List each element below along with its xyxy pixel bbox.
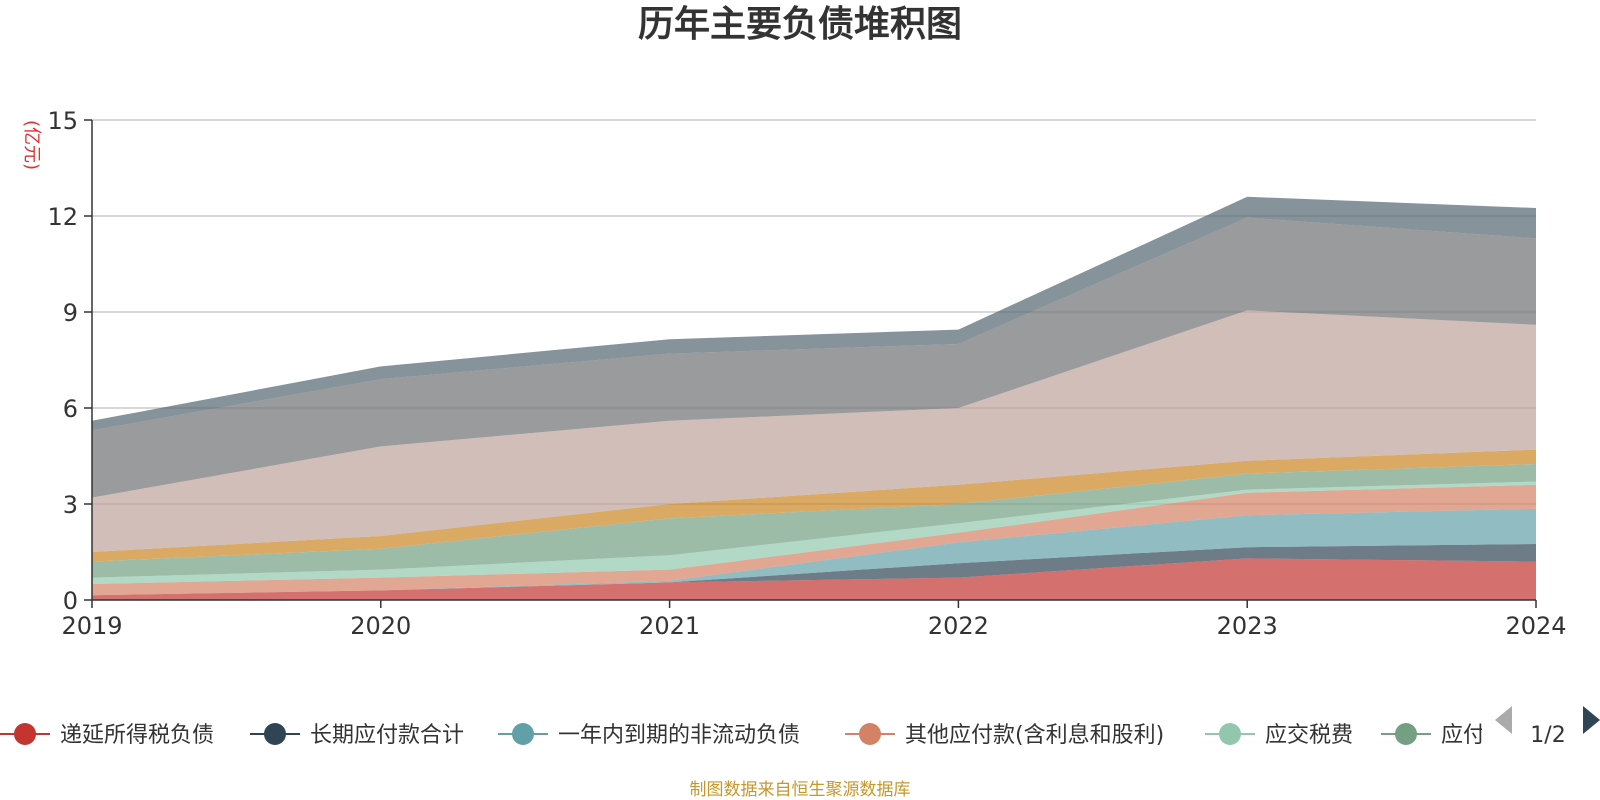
legend-marker-icon (859, 723, 881, 745)
legend-items: 递延所得税负债 长期应付款合计 一年内到期的非流动负债 其他应付款(含利息和股利) 应交… (0, 723, 1485, 748)
triangle-right-icon[interactable] (1583, 706, 1600, 734)
legend-marker-icon (1219, 723, 1241, 745)
area-series-1[interactable] (92, 544, 1536, 596)
area-series-2[interactable] (92, 508, 1536, 596)
legend-item[interactable]: 应交税费 (1205, 723, 1353, 748)
area-series-5[interactable] (92, 464, 1536, 578)
legend-marker-icon (264, 723, 286, 745)
legend-label: 应交税费 (1265, 723, 1353, 748)
area-series-0[interactable] (92, 558, 1536, 600)
area-series-3[interactable] (92, 484, 1536, 596)
x-tick-label: 2019 (61, 612, 122, 640)
x-tick-label: 2020 (350, 612, 411, 640)
area-series-7[interactable] (92, 310, 1536, 552)
legend: 递延所得税负债 长期应付款合计 一年内到期的非流动负债 其他应付款(含利息和股利) 应交… (0, 723, 1485, 748)
legend-item[interactable]: 递延所得税负债 (0, 723, 214, 748)
y-tick-label: 6 (63, 395, 78, 423)
legend-item[interactable]: 长期应付款合计 (250, 723, 464, 748)
legend-page-indicator: 1/2 (1530, 723, 1565, 748)
legend-label: 其他应付款(含利息和股利) (905, 723, 1164, 748)
area-series-8[interactable] (92, 217, 1536, 498)
y-tick-label: 3 (63, 491, 78, 519)
x-tick-label: 2023 (1217, 612, 1278, 640)
y-tick-label: 9 (63, 299, 78, 327)
axes: 0 3 6 9 12 15 2019 2020 2021 2022 2023 2024 (47, 107, 1566, 640)
legend-pager: 1/2 (1495, 706, 1600, 748)
area-series-9[interactable] (92, 196, 1536, 431)
legend-item[interactable]: 一年内到期的非流动负债 (498, 723, 800, 748)
legend-item[interactable]: 其他应付款(含利息和股利) (845, 723, 1164, 748)
legend-label: 递延所得税负债 (60, 723, 214, 748)
x-tick-label: 2022 (928, 612, 989, 640)
legend-marker-icon (1395, 723, 1417, 745)
y-tick-label: 0 (63, 587, 78, 615)
legend-marker-icon (512, 723, 534, 745)
legend-label: 一年内到期的非流动负债 (558, 723, 800, 748)
area-series-4[interactable] (92, 481, 1536, 584)
legend-marker-icon (14, 723, 36, 745)
area-series (92, 196, 1536, 600)
chart-title: 历年主要负债堆积图 (638, 4, 962, 45)
area-series-6[interactable] (92, 449, 1536, 562)
x-tick-label: 2021 (639, 612, 700, 640)
y-tick-label: 12 (47, 203, 78, 231)
legend-item[interactable]: 应付 (1381, 723, 1485, 748)
x-tick-label: 2024 (1505, 612, 1566, 640)
legend-label: 长期应付款合计 (310, 723, 464, 748)
legend-label: 应付 (1441, 723, 1485, 748)
y-tick-label: 15 (47, 107, 78, 135)
y-unit-label: (亿元) (21, 120, 42, 170)
triangle-left-icon[interactable] (1495, 706, 1512, 734)
source-note: 制图数据来自恒生聚源数据库 (690, 780, 911, 800)
